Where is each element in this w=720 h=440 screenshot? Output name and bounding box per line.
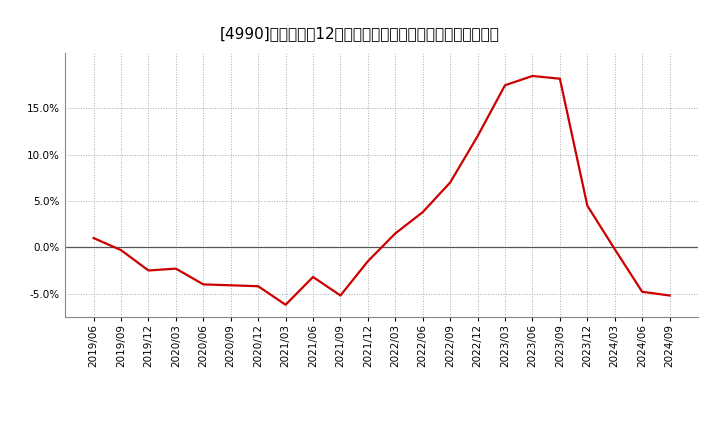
Text: [4990]　売上高の12か月移動合計の対前年同期増減率の推移: [4990] 売上高の12か月移動合計の対前年同期増減率の推移 bbox=[220, 26, 500, 41]
